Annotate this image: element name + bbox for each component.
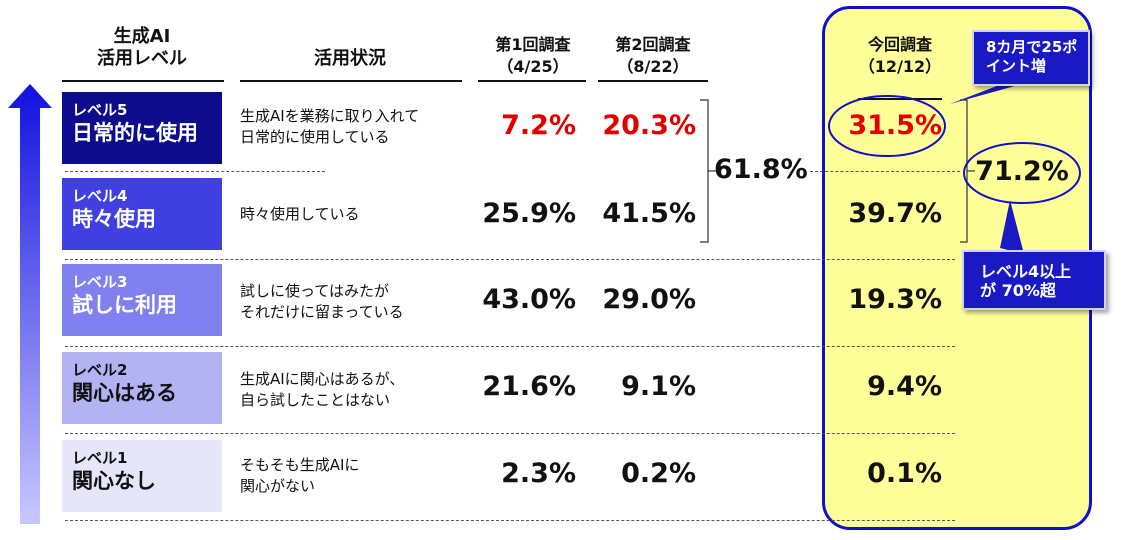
value-l4-s3: 39.7% [848, 198, 942, 229]
level1-box: レベル1 関心なし [62, 440, 222, 512]
sum-level4-5-s2: 61.8% [714, 154, 808, 185]
value-l1-s3: 0.1% [867, 458, 942, 489]
header-survey3: 今回調査 （12/12） [858, 35, 942, 76]
level2-box: レベル2 関心はある [62, 352, 222, 424]
value-l2-s3: 9.4% [867, 371, 942, 402]
value-l3-s1: 43.0% [482, 284, 576, 315]
highlight-ellipse-712 [963, 142, 1081, 204]
value-l4-s2: 41.5% [602, 198, 696, 229]
value-l5-s3: 31.5% [848, 110, 942, 141]
sum-level4-5-s3: 71.2% [975, 156, 1069, 187]
level5-box: レベル5 日常的に使用 [62, 92, 222, 164]
value-l5-s2: 20.3% [602, 110, 696, 141]
value-l1-s2: 0.2% [621, 458, 696, 489]
value-l4-s1: 25.9% [482, 198, 576, 229]
value-l2-s1: 21.6% [482, 371, 576, 402]
value-l1-s1: 2.3% [501, 458, 576, 489]
current-survey-panel [822, 6, 1092, 530]
header-survey2: 第2回調査 （8/22） [615, 35, 691, 76]
value-l3-s2: 29.0% [602, 284, 696, 315]
status-level1: そもそも生成AIに 関心がない [240, 456, 360, 495]
level3-box: レベル3 試しに利用 [62, 264, 222, 336]
level4-box: レベル4 時々使用 [62, 178, 222, 250]
status-level2: 生成AIに関心はあるが、 自ら試したことはない [240, 370, 405, 409]
status-level4: 時々使用している [240, 205, 360, 223]
header-status: 活用状況 [314, 48, 386, 69]
level-up-arrow [8, 84, 52, 524]
value-l5-s1: 7.2% [501, 110, 576, 141]
callout-over70: レベル4以上 が 70%超 [962, 250, 1106, 310]
callout-increase: 8カ月で25ポ イント増 [972, 30, 1090, 86]
value-l2-s2: 9.1% [621, 371, 696, 402]
header-survey1: 第1回調査 （4/25） [495, 35, 571, 76]
status-level3: 試しに使ってはみたが それだけに留まっている [240, 282, 404, 321]
highlight-ellipse-315 [828, 95, 946, 157]
status-level5: 生成AIを業務に取り入れて 日常的に使用している [240, 107, 420, 146]
value-l3-s3: 19.3% [848, 284, 942, 315]
header-level: 生成AI 活用レベル [97, 26, 187, 69]
